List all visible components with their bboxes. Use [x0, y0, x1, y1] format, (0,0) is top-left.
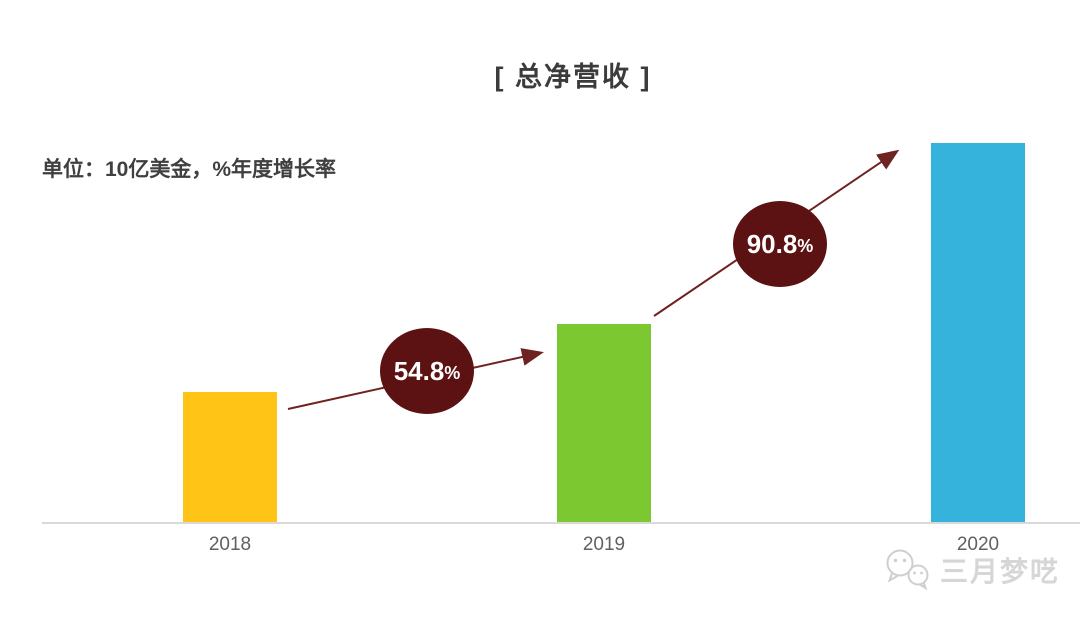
chart-title: [ 总净营收 ]: [494, 62, 652, 92]
bar-2019: [557, 324, 651, 523]
growth-badge-2019: 54.8%: [380, 328, 474, 414]
growth-value: 90.8: [746, 229, 798, 259]
x-axis-line: [42, 522, 1080, 524]
x-tick-label-2020: 2020: [956, 534, 1000, 555]
growth-value: 54.8: [393, 356, 445, 386]
x-tick-label-2019: 2019: [582, 534, 626, 555]
unit-label: 单位：10亿美金，%年度增长率: [42, 158, 337, 181]
percent-sign: %: [797, 236, 814, 256]
watermark: 三月梦呓: [882, 548, 1060, 592]
bar-2018: [183, 392, 277, 523]
percent-sign: %: [444, 363, 461, 383]
wechat-bubbles-icon: [886, 549, 929, 591]
bar-2020: [931, 143, 1025, 523]
x-tick-label-2018: 2018: [208, 534, 252, 555]
growth-badge-2020: 90.8%: [733, 201, 827, 287]
watermark-text: 三月梦呓: [940, 556, 1061, 587]
